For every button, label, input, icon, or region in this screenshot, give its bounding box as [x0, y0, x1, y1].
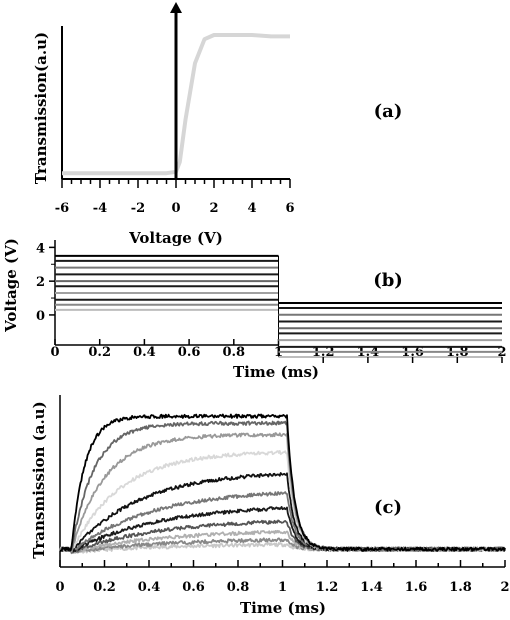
panel-c-x-tick-label: 0 — [55, 580, 64, 595]
panel-c-x-tick-label: 1.6 — [405, 580, 428, 595]
panel-c-x-tick-label: 0.4 — [138, 580, 161, 595]
panel-c-ylabel: Transmission (a.u) — [30, 401, 48, 558]
panel-c-x-tick-label: 0.6 — [182, 580, 205, 595]
panel-c-xlabel: Time (ms) — [240, 599, 326, 617]
panel-a-x-tick-label: -6 — [55, 201, 69, 216]
panel-a-ylabel: Transmission(a.u) — [32, 32, 50, 184]
panel-c-x-tick-label: 0.8 — [227, 580, 250, 595]
panel-c-x-tick-label: 1 — [278, 580, 287, 595]
panel-b-label: (b) — [373, 270, 403, 291]
panel-c-series-line — [59, 420, 506, 552]
panel-c: Transmission (a.u) Time (ms) (c) 0 0.2 0.4… — [30, 395, 510, 617]
panel-a-x-tick-label: 2 — [209, 201, 218, 216]
panel-a-x-tick-label: 0 — [171, 201, 180, 216]
panel-c-label: (c) — [374, 497, 402, 518]
panel-b-x-tick-label: 0.8 — [222, 345, 245, 360]
panel-b-y-tick-label: 4 — [36, 241, 45, 256]
panel-a-x-tick-label: -2 — [131, 201, 145, 216]
panel-a-x-tick-label: -4 — [93, 201, 107, 216]
panel-c-x-tick-label: 1.2 — [316, 580, 339, 595]
panel-a: Transmission(a.u) Voltage (V) (a) -6 -4 -2… — [32, 2, 402, 247]
panel-b-x-tick-label: 0 — [50, 345, 59, 360]
panel-b-x-tick-label: 0.2 — [88, 345, 111, 360]
panel-c-x-tick-label: 1.4 — [360, 580, 383, 595]
panel-c-x-tick-label: 0.2 — [93, 580, 116, 595]
panel-c-x-tick-label: 1.8 — [449, 580, 472, 595]
panel-b-x-tick-label: 0.6 — [178, 345, 201, 360]
panel-b-ylabel: Voltage (V) — [2, 238, 20, 333]
panel-a-x-tick-label: 6 — [285, 201, 294, 216]
panel-c-x-tick-label: 2 — [500, 580, 509, 595]
panel-b-y-tick-label: 0 — [36, 309, 45, 324]
panel-b-y-tick-label: 2 — [36, 275, 45, 290]
panel-a-arrow-head — [170, 2, 182, 13]
panel-a-xlabel: Voltage (V) — [128, 229, 223, 247]
panel-a-series-line — [62, 33, 290, 176]
panel-b: Voltage (V) Time (ms) (b) 0 2 4 0 0.2 0.4 0.6 0… — [2, 238, 507, 381]
panel-b-xlabel: Time (ms) — [233, 363, 319, 381]
panel-c-series-line — [59, 413, 506, 552]
panel-a-label: (a) — [374, 101, 403, 122]
panel-a-x-tick-label: 4 — [247, 201, 256, 216]
panel-b-x-tick-label: 0.4 — [133, 345, 156, 360]
